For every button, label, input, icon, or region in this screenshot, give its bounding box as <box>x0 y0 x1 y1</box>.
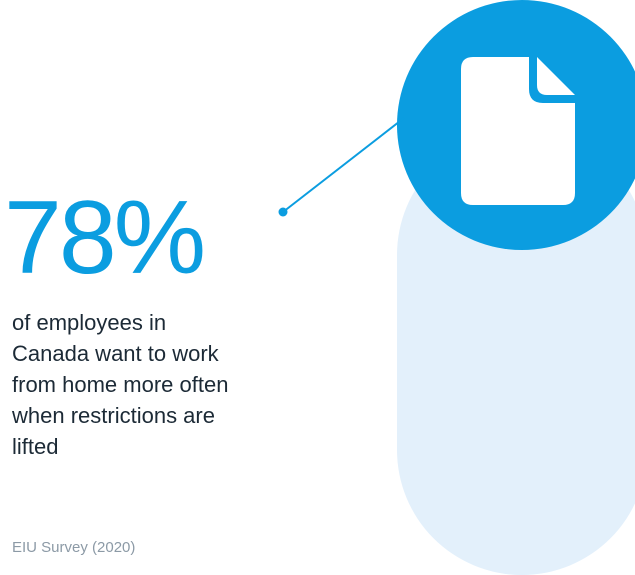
document-icon <box>461 57 575 205</box>
stat-description: of employees in Canada want to work from… <box>12 310 229 459</box>
stat-value: 78% <box>4 180 206 296</box>
source-citation: EIU Survey (2020) <box>12 539 136 556</box>
connector-dot <box>278 207 288 217</box>
